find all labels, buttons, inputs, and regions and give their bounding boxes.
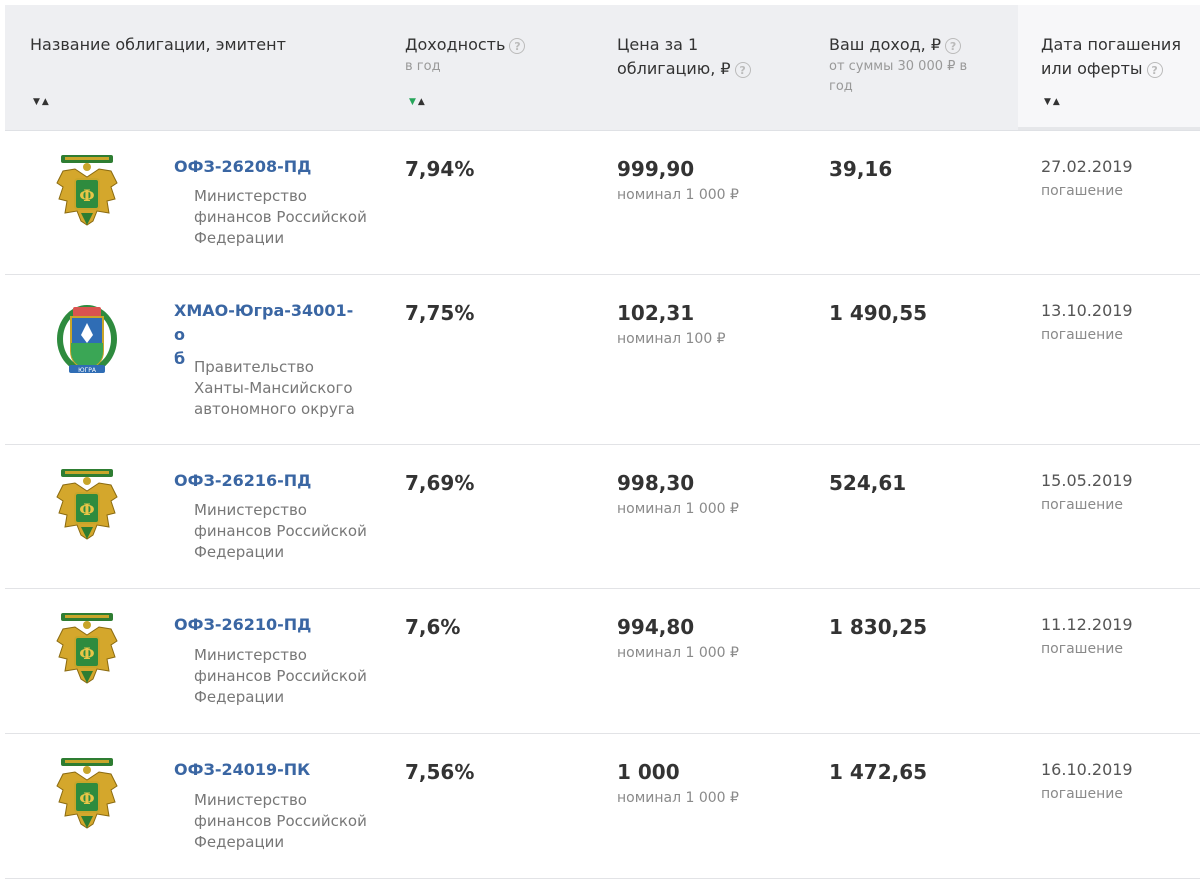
- date-value: 13.10.2019: [1041, 301, 1133, 320]
- date-type: погашение: [1041, 497, 1123, 513]
- issuer-text: Министерство финансов Российской Федерации: [194, 791, 367, 851]
- sort-down-icon[interactable]: ▼: [33, 97, 42, 107]
- income-value: 524,61: [829, 471, 907, 495]
- table-row[interactable]: ОФЗ-26216-ПД Министерство финансов Россий…: [5, 445, 1200, 589]
- minfin-emblem-icon: [56, 757, 118, 829]
- issuer-text: Министерство финансов Российской Федерации: [194, 501, 367, 561]
- header-income[interactable]: Ваш доход, ₽? от суммы 30 000 ₽ в год: [829, 35, 968, 94]
- bond-name-link[interactable]: ОФЗ-24019-ПК: [174, 760, 311, 779]
- nominal-text: номинал 100 ₽: [617, 331, 726, 347]
- sort-yield[interactable]: ▼▲: [409, 97, 427, 107]
- nominal-text: номинал 1 000 ₽: [617, 187, 739, 203]
- date-value: 16.10.2019: [1041, 760, 1133, 779]
- yield-value: 7,69%: [405, 471, 475, 495]
- header-name[interactable]: Название облигации, эмитент: [30, 35, 286, 54]
- yield-value: 7,6%: [405, 615, 461, 639]
- price-value: 998,30: [617, 471, 695, 495]
- price-value: 994,80: [617, 615, 695, 639]
- date-type: погашение: [1041, 641, 1123, 657]
- sort-up-icon[interactable]: ▲: [41, 97, 51, 107]
- sort-up-icon[interactable]: ▲: [417, 97, 427, 107]
- table-row[interactable]: ОФЗ-24019-ПК Министерство финансов Россий…: [5, 734, 1200, 879]
- sort-name[interactable]: ▼▲: [33, 97, 51, 107]
- price-value: 102,31: [617, 301, 695, 325]
- issuer-text: Правительство Ханты-Мансийского автономног…: [194, 358, 355, 418]
- date-type: погашение: [1041, 183, 1123, 199]
- date-value: 27.02.2019: [1041, 157, 1133, 176]
- income-value: 39,16: [829, 157, 893, 181]
- header-yield-sub: в год: [405, 59, 441, 74]
- help-icon[interactable]: ?: [1146, 61, 1163, 78]
- nominal-text: номинал 1 000 ₽: [617, 790, 739, 806]
- date-type: погашение: [1041, 327, 1123, 343]
- table-row[interactable]: ОФЗ-26210-ПД Министерство финансов Россий…: [5, 589, 1200, 734]
- table-row[interactable]: ХМАО-Югра-34001-о б Правительство Ханты-Ма…: [5, 275, 1200, 445]
- sort-up-icon[interactable]: ▲: [1052, 97, 1062, 107]
- price-value: 999,90: [617, 157, 695, 181]
- price-value: 1 000: [617, 760, 680, 784]
- header-price[interactable]: Цена за 1 облигацию, ₽?: [617, 33, 751, 81]
- sort-down-icon[interactable]: ▼: [1044, 97, 1053, 107]
- help-icon[interactable]: ?: [509, 37, 526, 54]
- help-icon[interactable]: ?: [945, 37, 962, 54]
- income-value: 1 472,65: [829, 760, 928, 784]
- issuer-text: Министерство финансов Российской Федерации: [194, 646, 367, 706]
- bond-name-link[interactable]: ХМАО-Югра-34001-о б: [174, 301, 354, 368]
- nominal-text: номинал 1 000 ₽: [617, 501, 739, 517]
- sort-date[interactable]: ▼▲: [1044, 97, 1062, 107]
- sorted-column-highlight: [1018, 5, 1200, 130]
- income-value: 1 490,55: [829, 301, 928, 325]
- help-icon[interactable]: ?: [734, 61, 751, 78]
- sort-down-active-icon[interactable]: ▼: [409, 97, 418, 107]
- date-type: погашение: [1041, 786, 1123, 802]
- yield-value: 7,56%: [405, 760, 475, 784]
- bond-name-link[interactable]: ОФЗ-26208-ПД: [174, 157, 312, 176]
- table-header: Название облигации, эмитент ▼▲ Доходност…: [5, 5, 1200, 131]
- header-date[interactable]: Дата погашения или оферты?: [1041, 35, 1181, 78]
- yield-value: 7,94%: [405, 157, 475, 181]
- nominal-text: номинал 1 000 ₽: [617, 645, 739, 661]
- hmao-emblem-icon: [56, 304, 118, 375]
- minfin-emblem-icon: [56, 154, 118, 226]
- table-row[interactable]: ОФЗ-26208-ПД Министерство финансов Россий…: [5, 131, 1200, 275]
- bond-name-link[interactable]: ОФЗ-26210-ПД: [174, 615, 312, 634]
- bond-name-link[interactable]: ОФЗ-26216-ПД: [174, 471, 312, 490]
- date-value: 11.12.2019: [1041, 615, 1133, 634]
- income-value: 1 830,25: [829, 615, 928, 639]
- date-value: 15.05.2019: [1041, 471, 1133, 490]
- yield-value: 7,75%: [405, 301, 475, 325]
- minfin-emblem-icon: [56, 612, 118, 684]
- header-yield[interactable]: Доходность? в год: [405, 33, 526, 77]
- issuer-text: Министерство финансов Российской Федерации: [194, 187, 367, 247]
- minfin-emblem-icon: [56, 468, 118, 540]
